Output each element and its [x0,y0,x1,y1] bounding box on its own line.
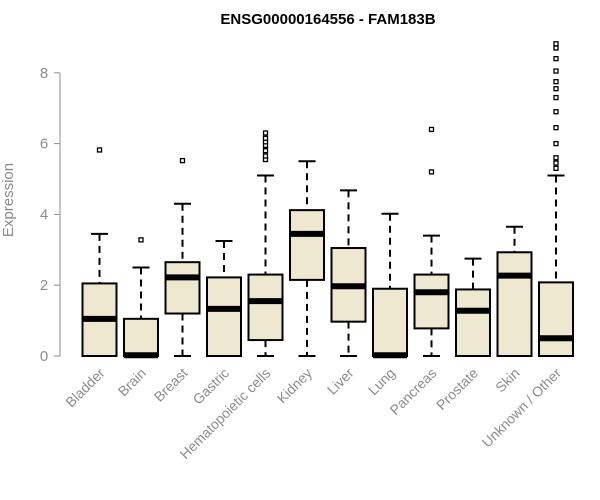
outlier-point [553,94,559,101]
x-tick-label: Kidney [274,365,316,407]
box-iqr [455,288,491,357]
outlier-point [553,125,559,131]
outlier-point [262,130,269,136]
outlier-point [262,153,269,159]
outlier-point [96,147,103,153]
box-gastric [206,239,242,357]
x-tick-label: Prostate [433,365,481,413]
outlier-point [179,157,186,164]
box-hematopoietic-cells [247,130,284,357]
box-iqr [413,273,450,330]
outlier-point [553,165,559,172]
box-iqr [372,287,408,357]
box-prostate [455,257,491,357]
outlier-point [553,45,559,51]
box-skin [496,225,533,357]
outlier-point [553,79,559,85]
y-tick-label: 8 [40,65,48,82]
outlier-point [428,169,435,175]
y-tick-label: 6 [40,136,48,153]
x-tick-label: Brain [115,365,149,399]
outlier-point [553,160,559,166]
outlier-point [262,135,269,141]
outlier-point [553,140,559,147]
outlier-point [553,55,559,62]
x-tick-label: Skin [492,365,523,396]
box-kidney [289,160,325,357]
box-iqr [538,281,574,358]
outlier-point [553,109,559,115]
box-iqr [247,273,284,342]
box-iqr [206,276,242,357]
box-iqr [289,209,325,281]
outlier-point [428,126,435,133]
box-breast [164,157,201,357]
box-iqr [123,317,159,357]
x-tick-label: Lung [365,365,398,398]
outlier-point [553,41,559,47]
box-lung [372,212,408,359]
box-unknown-other [538,41,574,358]
chart-title: ENSG00000164556 - FAM183B [220,11,435,28]
outlier-point [553,86,559,92]
x-tick-label: Breast [151,365,191,405]
y-axis-label: Expression [0,163,17,237]
box-pancreas [413,126,450,357]
outlier-point [553,68,559,74]
box-iqr [164,261,201,315]
y-tick-label: 4 [40,206,48,223]
box-bladder [81,147,118,357]
boxes-group [81,41,574,359]
box-iqr [496,251,533,357]
outlier-point [138,237,144,243]
x-tick-label: Liver [324,365,357,398]
y-tick-label: 2 [40,277,48,294]
outlier-point [553,155,559,161]
outlier-point [262,148,269,154]
box-liver [330,189,367,357]
box-brain [123,237,159,359]
x-tick-label: Unknown / Other [479,365,565,451]
x-tick-label: Bladder [62,365,108,411]
y-axis: 0 2 4 6 8 [40,65,61,365]
y-tick-label: 0 [40,348,48,365]
